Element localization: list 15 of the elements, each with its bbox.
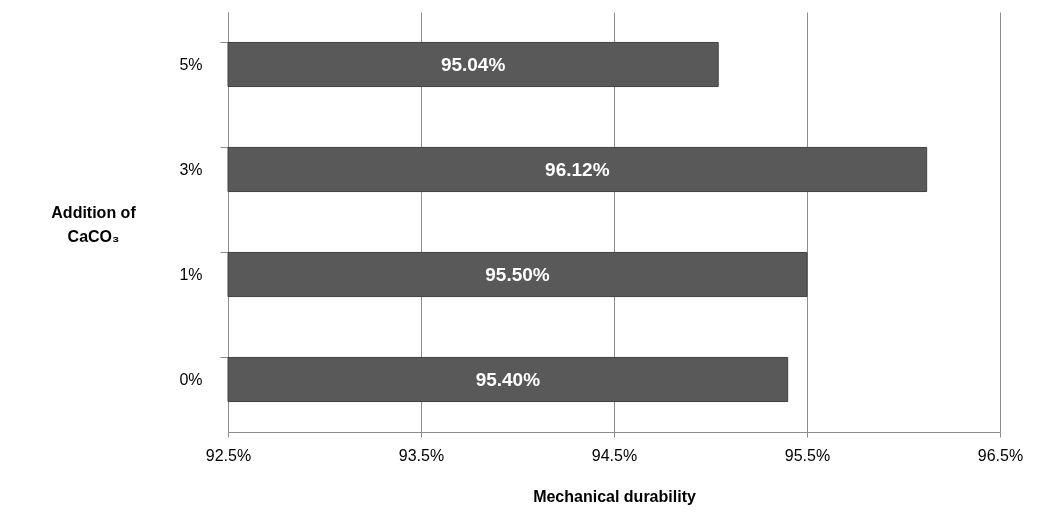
y-axis-title: Addition of CaCO₃ (51, 203, 137, 245)
x-axis-title: Mechanical durability (533, 487, 696, 505)
y-tick-label: 0% (179, 370, 203, 388)
y-tick-label: 1% (179, 265, 203, 283)
data-label: 95.40% (475, 368, 541, 390)
data-label: 95.04% (440, 53, 506, 75)
x-tick-label: 96.5% (977, 446, 1024, 464)
x-tick-label: 92.5% (205, 446, 252, 464)
data-label: 96.12% (545, 158, 610, 180)
x-tick-label: 95.5% (784, 446, 831, 464)
y-tick-label: 3% (179, 160, 203, 178)
y-tick-label: 5% (179, 55, 203, 73)
data-label: 95.50% (485, 263, 550, 285)
x-tick-label: 93.5% (398, 446, 445, 464)
x-tick-label: 94.5% (591, 446, 638, 464)
